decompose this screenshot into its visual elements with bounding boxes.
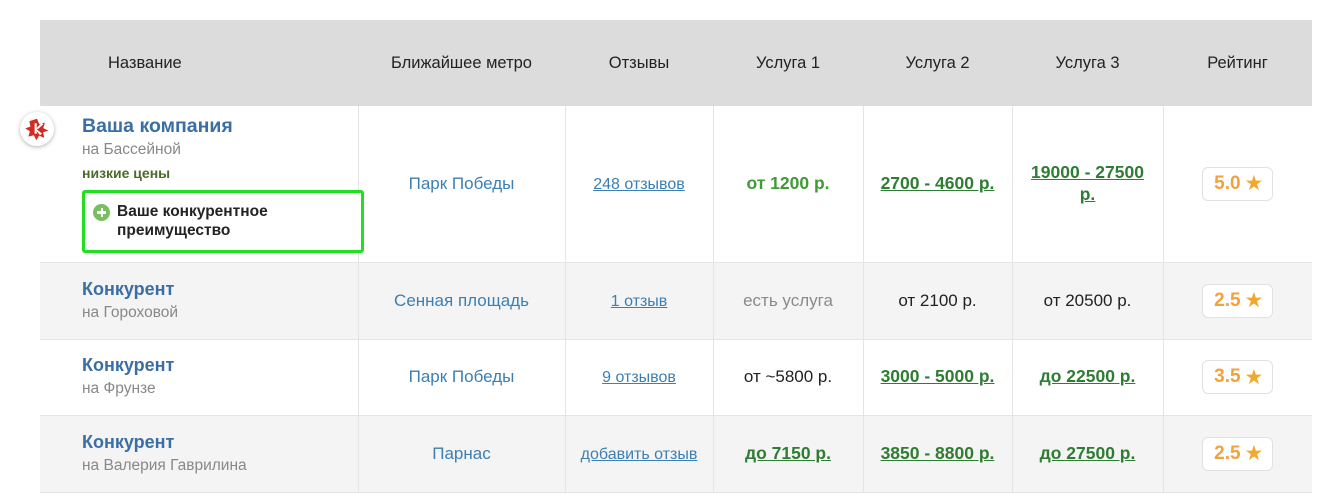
- table-row: Ваша компания на Бассейной низкие цены В…: [20, 106, 1312, 263]
- cell-service1: есть услуга: [712, 262, 863, 340]
- cell-rating: 5.0 ★: [1162, 106, 1312, 263]
- status-badge[interactable]: 2.5 ★: [1202, 283, 1274, 318]
- table-row: Конкурент на Фрунзе Парк Победы 9 отзыво…: [40, 339, 1312, 416]
- cell-metro: Парнас: [357, 415, 565, 493]
- rating-value: 5.0: [1214, 172, 1241, 194]
- reviews-link[interactable]: 9 отзывов: [602, 369, 676, 386]
- reviews-link[interactable]: 248 отзывов: [593, 175, 685, 193]
- service2-value[interactable]: 3850 - 8800 р.: [880, 442, 995, 463]
- cell-reviews: 248 отзывов: [564, 106, 713, 263]
- cell-service2: 2700 - 4600 р.: [862, 106, 1012, 263]
- company-name[interactable]: Ваша компания: [82, 114, 233, 137]
- cell-metro: Парк Победы: [357, 106, 565, 263]
- status-badge[interactable]: 3.5 ★: [1202, 360, 1274, 394]
- service3-value[interactable]: до 22500 р.: [1039, 366, 1136, 387]
- service1-value[interactable]: до 7150 р.: [744, 442, 831, 463]
- reviews-link[interactable]: 1 отзыв: [610, 292, 668, 310]
- cell-metro: Сенная площадь: [357, 262, 565, 340]
- cell-service3: 19000 - 27500 р.: [1011, 106, 1163, 263]
- column-header-reviews[interactable]: Отзывы: [565, 20, 713, 106]
- service1-value: от ~5800 р.: [743, 367, 833, 386]
- star-icon: ★: [1244, 172, 1264, 196]
- company-logo-icon: [20, 112, 54, 146]
- cell-service3: до 22500 р.: [1011, 339, 1163, 416]
- competitive-advantage-text: Ваше конкурентное преимущество: [117, 202, 268, 240]
- cell-reviews: 9 отзывов: [564, 339, 713, 416]
- star-icon: ★: [1244, 365, 1264, 389]
- company-name[interactable]: Конкурент: [82, 355, 175, 376]
- table-row: Конкурент на Гороховой Сенная площадь 1 …: [40, 262, 1312, 340]
- comparison-table-wrapper: Название Ближайшее метро Отзывы Услуга 1…: [20, 20, 1312, 493]
- cell-metro: Парк Победы: [357, 339, 565, 416]
- cell-service2: 3000 - 5000 р.: [862, 339, 1012, 416]
- cell-service3: до 27500 р.: [1011, 415, 1163, 493]
- reviews-link[interactable]: добавить отзыв: [580, 445, 698, 463]
- column-header-service2[interactable]: Услуга 2: [863, 20, 1012, 106]
- company-address: на Фрунзе: [82, 380, 156, 398]
- star-icon: ★: [1244, 289, 1264, 312]
- cell-service2: от 2100 р.: [862, 262, 1012, 340]
- cell-company-name: Конкурент на Гороховой: [40, 262, 358, 340]
- comparison-table: Название Ближайшее метро Отзывы Услуга 1…: [20, 20, 1312, 493]
- column-header-service1[interactable]: Услуга 1: [713, 20, 863, 106]
- table-body: Ваша компания на Бассейной низкие цены В…: [20, 106, 1312, 493]
- plus-circle-icon: [93, 203, 110, 221]
- status-badge[interactable]: 5.0 ★: [1202, 166, 1274, 201]
- company-tag: низкие цены: [82, 164, 171, 181]
- column-header-rating[interactable]: Рейтинг: [1163, 20, 1312, 106]
- cell-company-name: Конкурент на Фрунзе: [40, 339, 358, 416]
- company-address: на Гороховой: [82, 303, 179, 321]
- rating-value: 2.5: [1214, 442, 1241, 464]
- competitive-advantage-box[interactable]: Ваше конкурентное преимущество: [82, 189, 364, 253]
- service3-value[interactable]: 19000 - 27500 р.: [1031, 161, 1144, 204]
- service2-value: от 2100 р.: [898, 290, 977, 310]
- company-name[interactable]: Конкурент: [82, 431, 175, 452]
- rating-value: 3.5: [1214, 366, 1241, 387]
- rating-value: 2.5: [1214, 289, 1241, 311]
- cell-service1: от ~5800 р.: [712, 339, 863, 416]
- cell-company-name: Ваша компания на Бассейной низкие цены В…: [20, 106, 364, 263]
- metro-link[interactable]: Парнас: [432, 443, 491, 463]
- metro-link[interactable]: Парк Победы: [408, 173, 515, 193]
- metro-link[interactable]: Парк Победы: [408, 367, 515, 386]
- column-header-name[interactable]: Название: [40, 20, 358, 106]
- table-header-row: Название Ближайшее метро Отзывы Услуга 1…: [40, 20, 1312, 106]
- cell-rating: 3.5 ★: [1162, 339, 1312, 416]
- company-address: на Валерия Гаврилина: [82, 456, 247, 474]
- cell-service1: до 7150 р.: [712, 415, 863, 493]
- service2-value[interactable]: 2700 - 4600 р.: [880, 172, 995, 193]
- cell-service2: 3850 - 8800 р.: [862, 415, 1012, 493]
- cell-rating: 2.5 ★: [1162, 415, 1312, 493]
- cell-reviews: добавить отзыв: [564, 415, 713, 493]
- table-header: Название Ближайшее метро Отзывы Услуга 1…: [40, 20, 1312, 106]
- star-icon: ★: [1244, 442, 1264, 465]
- cell-service3: от 20500 р.: [1011, 262, 1163, 340]
- service3-value: от 20500 р.: [1043, 290, 1132, 310]
- service2-value[interactable]: 3000 - 5000 р.: [880, 366, 995, 387]
- cell-reviews: 1 отзыв: [564, 262, 713, 340]
- company-address: на Бассейной: [82, 141, 181, 159]
- cell-rating: 2.5 ★: [1162, 262, 1312, 340]
- metro-link[interactable]: Сенная площадь: [394, 290, 529, 310]
- column-header-service3[interactable]: Услуга 3: [1012, 20, 1163, 106]
- company-name[interactable]: Конкурент: [82, 278, 175, 299]
- service3-value[interactable]: до 27500 р.: [1039, 442, 1136, 463]
- service1-value: от 1200 р.: [746, 173, 830, 194]
- cell-service1: от 1200 р.: [712, 106, 863, 263]
- column-header-metro[interactable]: Ближайшее метро: [358, 20, 565, 106]
- cell-company-name: Конкурент на Валерия Гаврилина: [40, 415, 358, 493]
- status-badge[interactable]: 2.5 ★: [1202, 436, 1274, 471]
- table-row: Конкурент на Валерия Гаврилина Парнас до…: [40, 415, 1312, 493]
- service1-value: есть услуга: [743, 290, 833, 310]
